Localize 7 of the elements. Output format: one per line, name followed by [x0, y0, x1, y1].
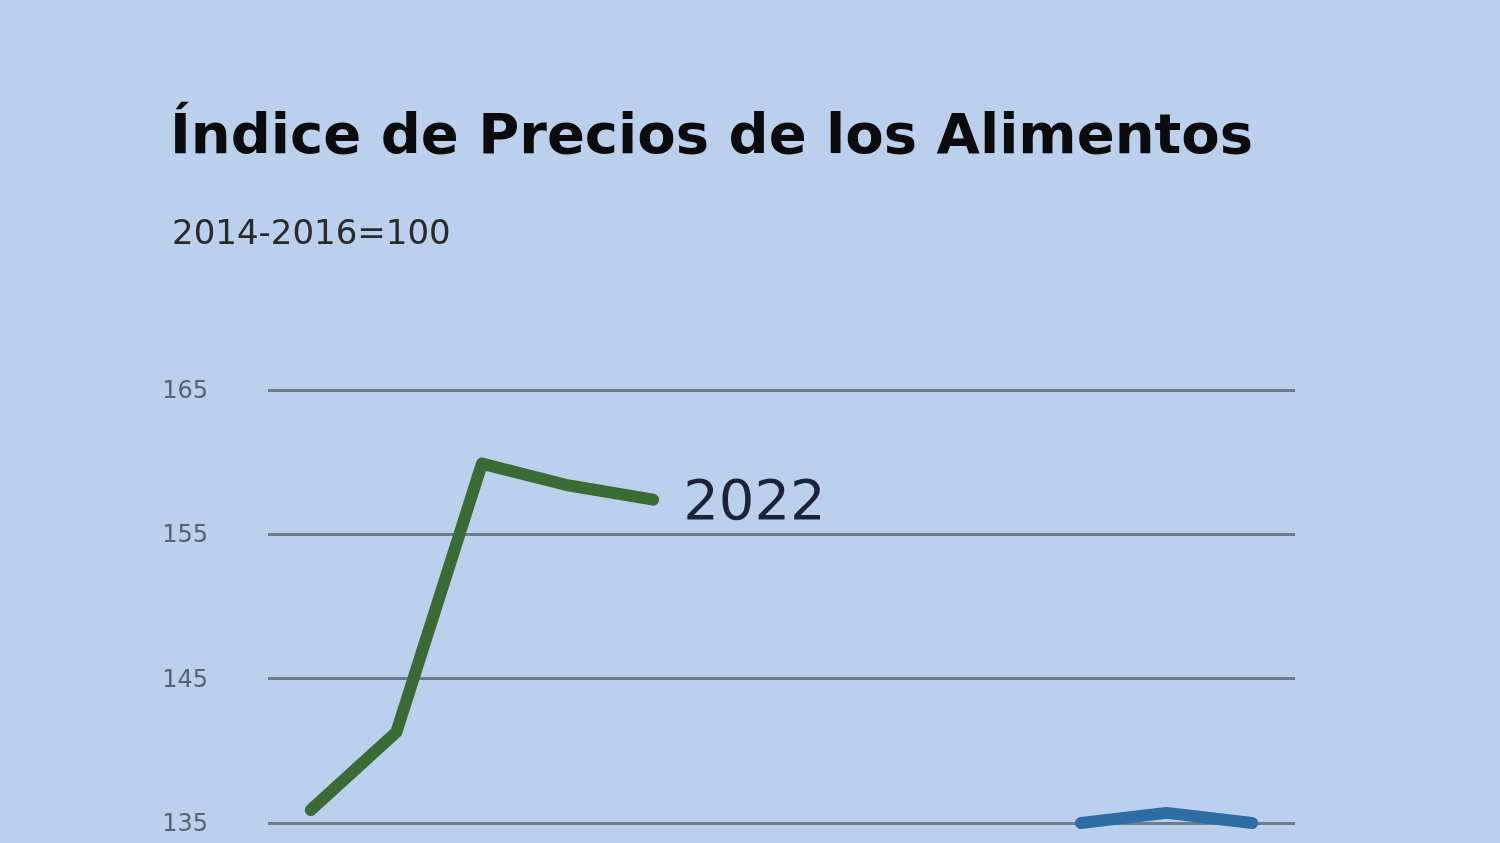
- y-tick-label: 165: [162, 376, 208, 404]
- chart-title: Índice de Precios de los Alimentos: [170, 100, 1254, 166]
- y-tick-label: 145: [162, 664, 208, 693]
- y-tick-label: 155: [162, 520, 208, 549]
- y-tick-label: 135: [162, 809, 208, 837]
- chart-subtitle: 2014-2016=100: [172, 212, 451, 252]
- series-label: 2022: [683, 467, 826, 533]
